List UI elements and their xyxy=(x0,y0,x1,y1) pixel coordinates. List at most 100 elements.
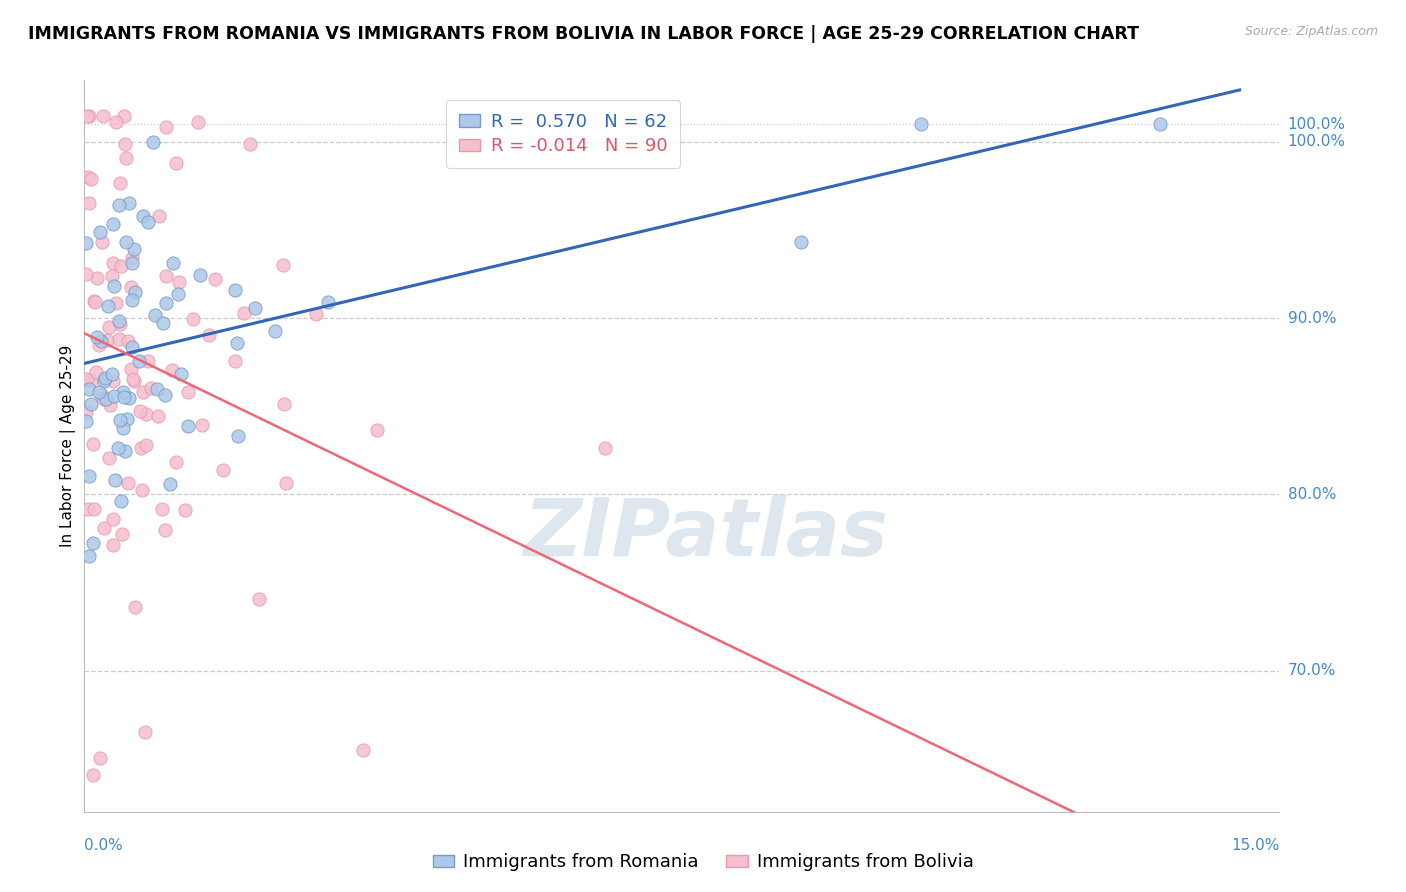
Point xyxy=(108,332,131,346)
Point xyxy=(87,338,110,352)
Text: 100.0%: 100.0% xyxy=(1288,117,1346,132)
Point xyxy=(89,751,111,765)
Point xyxy=(97,300,120,314)
Point xyxy=(1149,117,1171,131)
Point xyxy=(141,380,163,394)
Point xyxy=(90,334,112,349)
Point xyxy=(142,135,165,149)
Point xyxy=(75,268,97,282)
Legend: R =  0.570   N = 62, R = -0.014   N = 90: R = 0.570 N = 62, R = -0.014 N = 90 xyxy=(446,100,681,168)
Point xyxy=(247,592,270,607)
Point xyxy=(83,502,105,516)
Point xyxy=(105,114,128,128)
Point xyxy=(108,413,131,427)
Point xyxy=(101,538,124,552)
Point xyxy=(110,493,132,508)
Point xyxy=(103,389,125,403)
Point xyxy=(76,371,98,385)
Point xyxy=(271,259,294,273)
Point xyxy=(77,469,100,483)
Point xyxy=(165,455,187,469)
Point xyxy=(273,397,295,411)
Point xyxy=(188,268,211,282)
Text: 70.0%: 70.0% xyxy=(1288,664,1336,678)
Point xyxy=(239,136,262,151)
Point xyxy=(80,373,103,387)
Point xyxy=(124,285,146,299)
Point xyxy=(146,409,169,423)
Point xyxy=(124,600,146,615)
Point xyxy=(276,476,298,491)
Point xyxy=(153,524,176,538)
Point xyxy=(77,502,100,516)
Text: 90.0%: 90.0% xyxy=(1288,310,1336,326)
Point xyxy=(121,252,143,266)
Point xyxy=(135,407,157,421)
Point xyxy=(91,109,114,123)
Y-axis label: In Labor Force | Age 25-29: In Labor Force | Age 25-29 xyxy=(60,345,76,547)
Point xyxy=(224,353,246,368)
Point xyxy=(108,317,131,331)
Point xyxy=(146,382,169,396)
Point xyxy=(352,743,374,757)
Text: IMMIGRANTS FROM ROMANIA VS IMMIGRANTS FROM BOLIVIA IN LABOR FORCE | AGE 25-29 CO: IMMIGRANTS FROM ROMANIA VS IMMIGRANTS FR… xyxy=(28,25,1139,43)
Point xyxy=(97,320,120,334)
Point xyxy=(86,270,108,285)
Point xyxy=(910,117,932,131)
Point xyxy=(167,275,190,289)
Point xyxy=(121,293,143,308)
Point xyxy=(170,367,193,381)
Point xyxy=(198,328,221,343)
Point xyxy=(790,235,813,249)
Point xyxy=(191,418,214,433)
Point xyxy=(226,335,249,350)
Point xyxy=(112,390,135,404)
Point xyxy=(135,438,157,452)
Point xyxy=(107,198,129,212)
Point xyxy=(93,374,115,388)
Point xyxy=(104,473,127,487)
Point xyxy=(120,362,142,376)
Point xyxy=(82,768,104,782)
Point xyxy=(103,374,125,388)
Point xyxy=(136,354,159,368)
Point xyxy=(120,279,142,293)
Point xyxy=(160,363,183,377)
Point xyxy=(155,120,177,135)
Point xyxy=(107,441,129,455)
Point xyxy=(103,512,125,526)
Point xyxy=(233,305,256,319)
Point xyxy=(91,235,114,249)
Point xyxy=(79,396,101,410)
Text: 0.0%: 0.0% xyxy=(84,838,124,853)
Point xyxy=(75,414,97,428)
Point xyxy=(148,209,170,223)
Point xyxy=(110,176,132,190)
Point xyxy=(122,374,145,388)
Point xyxy=(111,384,134,399)
Point xyxy=(117,412,139,426)
Text: 80.0%: 80.0% xyxy=(1288,487,1336,502)
Point xyxy=(129,441,152,455)
Point xyxy=(112,109,135,123)
Point xyxy=(87,384,110,399)
Point xyxy=(177,384,200,399)
Point xyxy=(211,463,233,477)
Point xyxy=(103,218,125,232)
Point xyxy=(114,137,136,152)
Point xyxy=(121,340,143,354)
Point xyxy=(94,392,117,407)
Point xyxy=(110,527,132,541)
Point xyxy=(103,256,125,270)
Point xyxy=(155,387,177,401)
Point xyxy=(80,172,103,186)
Point xyxy=(105,296,128,310)
Point xyxy=(174,502,197,516)
Point xyxy=(93,392,115,407)
Point xyxy=(103,279,125,293)
Point xyxy=(128,353,150,368)
Point xyxy=(304,307,326,321)
Point xyxy=(132,384,155,399)
Point xyxy=(115,151,138,165)
Point xyxy=(662,822,685,837)
